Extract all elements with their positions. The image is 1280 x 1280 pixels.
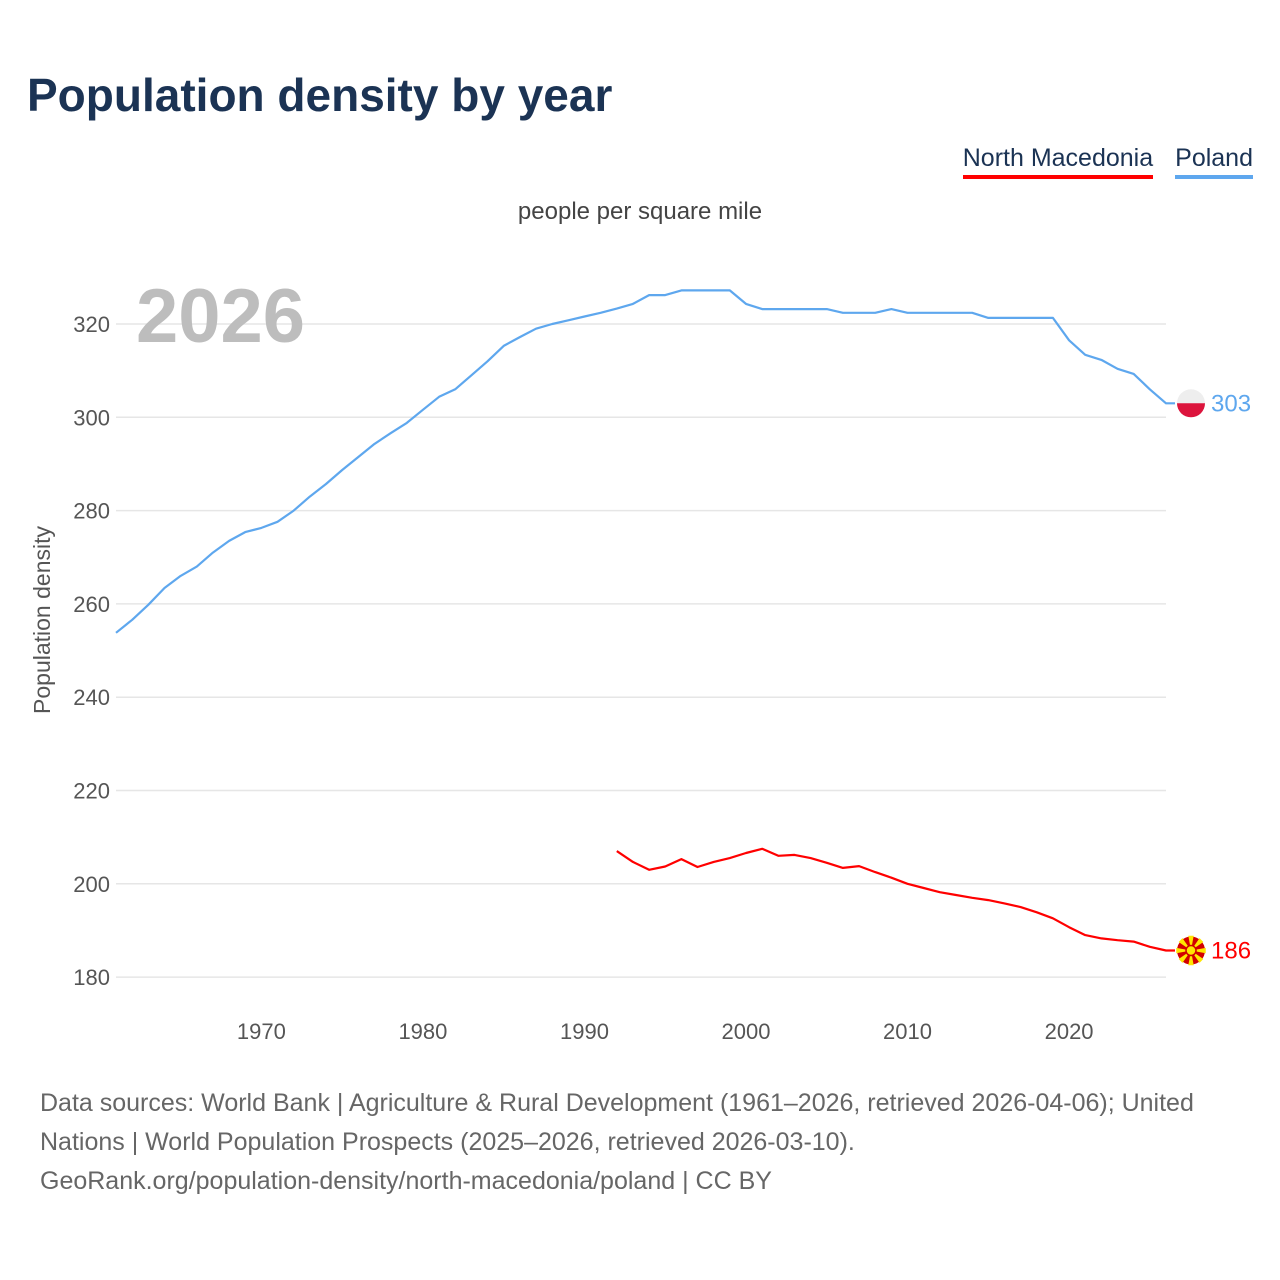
end-value-label-north-macedonia: 186: [1211, 938, 1251, 965]
source-link[interactable]: GeoRank.org/population-density/north-mac…: [40, 1167, 772, 1195]
chart-title: Population density by year: [27, 69, 613, 121]
legend: North Macedonia Poland: [962, 144, 1253, 179]
x-tick-label: 1980: [398, 1019, 447, 1044]
y-tick-label: 300: [73, 405, 110, 430]
legend-north-macedonia[interactable]: North Macedonia: [962, 144, 1154, 179]
y-axis-label: Population density: [29, 526, 55, 714]
footer: Data sources: World Bank | Agriculture &…: [40, 1084, 1250, 1201]
y-tick-label: 280: [73, 499, 110, 524]
end-value-label-poland: 303: [1211, 390, 1251, 417]
series-line-poland: [115, 289, 1175, 634]
flag-red: [1177, 403, 1205, 418]
flag-sun: [1185, 944, 1197, 957]
flag-ray: [1188, 950, 1194, 966]
flag-north-macedonia-icon: [1176, 935, 1206, 966]
flag-ray: [1176, 947, 1191, 954]
y-tick-label: 240: [73, 685, 110, 710]
x-tick-label: 2000: [722, 1019, 771, 1044]
y-tick-label: 220: [73, 779, 110, 804]
series-line-north-macedonia: [616, 847, 1175, 952]
data-sources: Data sources: World Bank | Agriculture &…: [40, 1089, 1194, 1156]
legend-poland[interactable]: Poland: [1175, 144, 1253, 179]
year-watermark: 2026: [136, 274, 305, 359]
x-tick-label: 2010: [883, 1019, 932, 1044]
y-tick-label: 180: [73, 965, 110, 990]
flag-ray: [1188, 935, 1194, 951]
y-tick-label: 200: [73, 872, 110, 897]
x-tick-label: 1990: [560, 1019, 609, 1044]
x-tick-label: 1970: [237, 1019, 286, 1044]
flag-poland-icon: [1177, 389, 1205, 418]
y-tick-label: 320: [73, 312, 110, 337]
y-tick-label: 260: [73, 592, 110, 617]
chart-subtitle: people per square mile: [517, 198, 763, 225]
flag-ray: [1191, 947, 1206, 954]
x-tick-label: 2020: [1045, 1019, 1094, 1044]
